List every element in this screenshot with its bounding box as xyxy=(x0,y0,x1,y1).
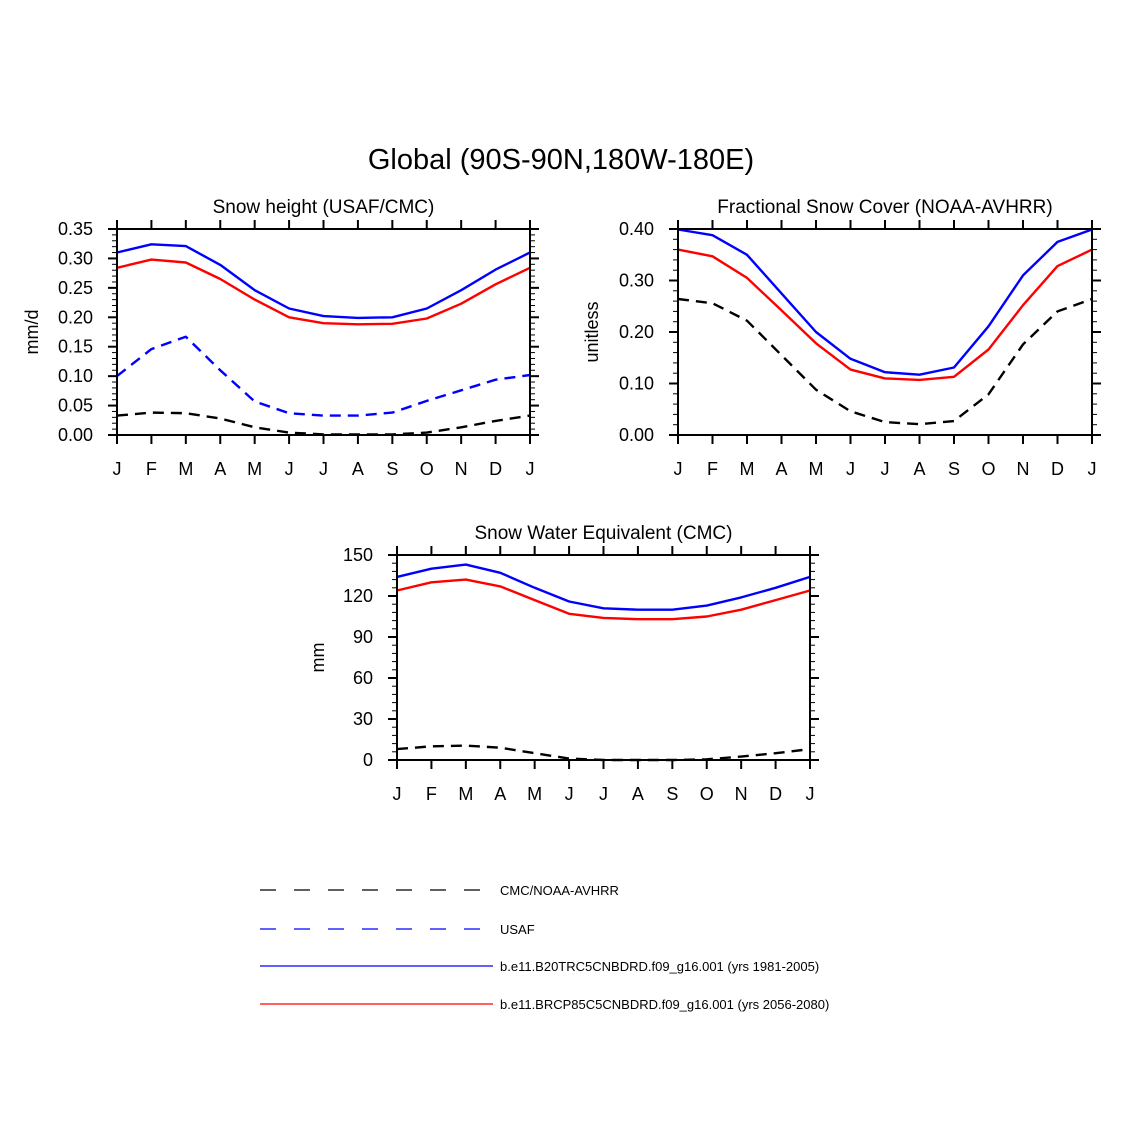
x-tick-label: A xyxy=(913,459,925,479)
x-tick-label: S xyxy=(386,459,398,479)
x-tick-label: J xyxy=(599,784,608,804)
x-tick-label: J xyxy=(526,459,535,479)
y-axis-label: mm/d xyxy=(22,310,42,355)
y-tick-label: 0.10 xyxy=(619,374,654,394)
y-tick-label: 0.35 xyxy=(58,219,93,239)
x-tick-label: S xyxy=(666,784,678,804)
series-line-0 xyxy=(396,563,811,611)
panel-title: Snow height (USAF/CMC) xyxy=(213,197,435,218)
x-tick-label: J xyxy=(674,459,683,479)
x-tick-label: M xyxy=(527,784,542,804)
x-tick-label: A xyxy=(775,459,787,479)
x-tick-label: D xyxy=(1051,459,1064,479)
y-tick-label: 30 xyxy=(353,709,373,729)
x-tick-label: O xyxy=(420,459,434,479)
x-tick-label: O xyxy=(700,784,714,804)
panel-snow-water-equivalent: Snow Water Equivalent (CMC) mm 0 30 60 90 120 1… xyxy=(308,523,819,804)
legend-label: USAF xyxy=(500,922,535,937)
x-tick-label: J xyxy=(806,784,815,804)
plot-frame xyxy=(116,228,531,436)
panel-title: Snow Water Equivalent (CMC) xyxy=(475,523,733,544)
x-tick-label: A xyxy=(494,784,506,804)
series-line-1 xyxy=(116,258,531,326)
x-tick-label: N xyxy=(455,459,468,479)
legend: CMC/NOAA-AVHRR USAF b.e11.B20TRC5CNBDRD.f0… xyxy=(260,883,829,1012)
y-tick-label: 60 xyxy=(353,668,373,688)
x-tick-label: S xyxy=(948,459,960,479)
y-tick-label: 0 xyxy=(363,750,373,770)
plot-frame xyxy=(677,228,1093,436)
x-tick-label: J xyxy=(1088,459,1097,479)
y-tick-label: 0.00 xyxy=(58,425,93,445)
series-line-3 xyxy=(116,411,531,436)
x-tick-label: J xyxy=(565,784,574,804)
y-axis-label: mm xyxy=(308,643,328,673)
y-tick-label: 0.40 xyxy=(619,219,654,239)
y-tick-label: 0.20 xyxy=(619,322,654,342)
x-tick-label: F xyxy=(146,459,157,479)
y-tick-label: 120 xyxy=(343,586,373,606)
plot-frame xyxy=(396,554,811,761)
x-tick-label: D xyxy=(769,784,782,804)
panel-title: Fractional Snow Cover (NOAA-AVHRR) xyxy=(717,197,1052,218)
x-tick-label: O xyxy=(981,459,995,479)
legend-label: b.e11.B20TRC5CNBDRD.f09_g16.001 (yrs 198… xyxy=(500,959,819,974)
y-tick-label: 0.25 xyxy=(58,278,93,298)
x-tick-label: J xyxy=(113,459,122,479)
legend-label: b.e11.BRCP85C5CNBDRD.f09_g16.001 (yrs 20… xyxy=(500,997,829,1012)
x-tick-label: N xyxy=(1017,459,1030,479)
y-tick-label: 150 xyxy=(343,545,373,565)
x-tick-label: A xyxy=(632,784,644,804)
y-axis-label: unitless xyxy=(582,301,602,362)
x-tick-label: M xyxy=(458,784,473,804)
panel-snow-height: Snow height (USAF/CMC) mm/d 0.00 0.05 0.10 0.… xyxy=(22,197,539,479)
y-tick-label: 0.30 xyxy=(619,271,654,291)
x-tick-label: F xyxy=(707,459,718,479)
x-tick-label: M xyxy=(740,459,755,479)
panel-fractional-snow-cover: Fractional Snow Cover (NOAA-AVHRR) unitle… xyxy=(582,197,1101,479)
series-line-2 xyxy=(116,335,531,417)
x-tick-label: J xyxy=(319,459,328,479)
x-tick-label: M xyxy=(178,459,193,479)
x-tick-label: F xyxy=(426,784,437,804)
x-tick-label: A xyxy=(214,459,226,479)
x-tick-label: J xyxy=(881,459,890,479)
series-line-1 xyxy=(396,578,811,621)
series-line-2 xyxy=(677,297,1093,426)
y-tick-label: 0.00 xyxy=(619,425,654,445)
y-tick-label: 0.30 xyxy=(58,248,93,268)
x-tick-label: M xyxy=(809,459,824,479)
x-tick-label: J xyxy=(393,784,402,804)
y-tick-label: 0.05 xyxy=(58,396,93,416)
y-tick-label: 0.15 xyxy=(58,337,93,357)
legend-label: CMC/NOAA-AVHRR xyxy=(500,883,619,898)
y-tick-label: 0.10 xyxy=(58,366,93,386)
figure-title: Global (90S-90N,180W-180E) xyxy=(367,144,755,176)
series-line-1 xyxy=(677,248,1093,382)
series-line-0 xyxy=(677,228,1093,376)
y-tick-label: 90 xyxy=(353,627,373,647)
x-tick-label: J xyxy=(285,459,294,479)
series-line-0 xyxy=(116,243,531,320)
series-line-2 xyxy=(396,744,811,762)
x-tick-label: D xyxy=(489,459,502,479)
x-tick-label: J xyxy=(846,459,855,479)
x-tick-label: M xyxy=(247,459,262,479)
x-tick-label: N xyxy=(735,784,748,804)
x-tick-label: A xyxy=(352,459,364,479)
y-tick-label: 0.20 xyxy=(58,307,93,327)
